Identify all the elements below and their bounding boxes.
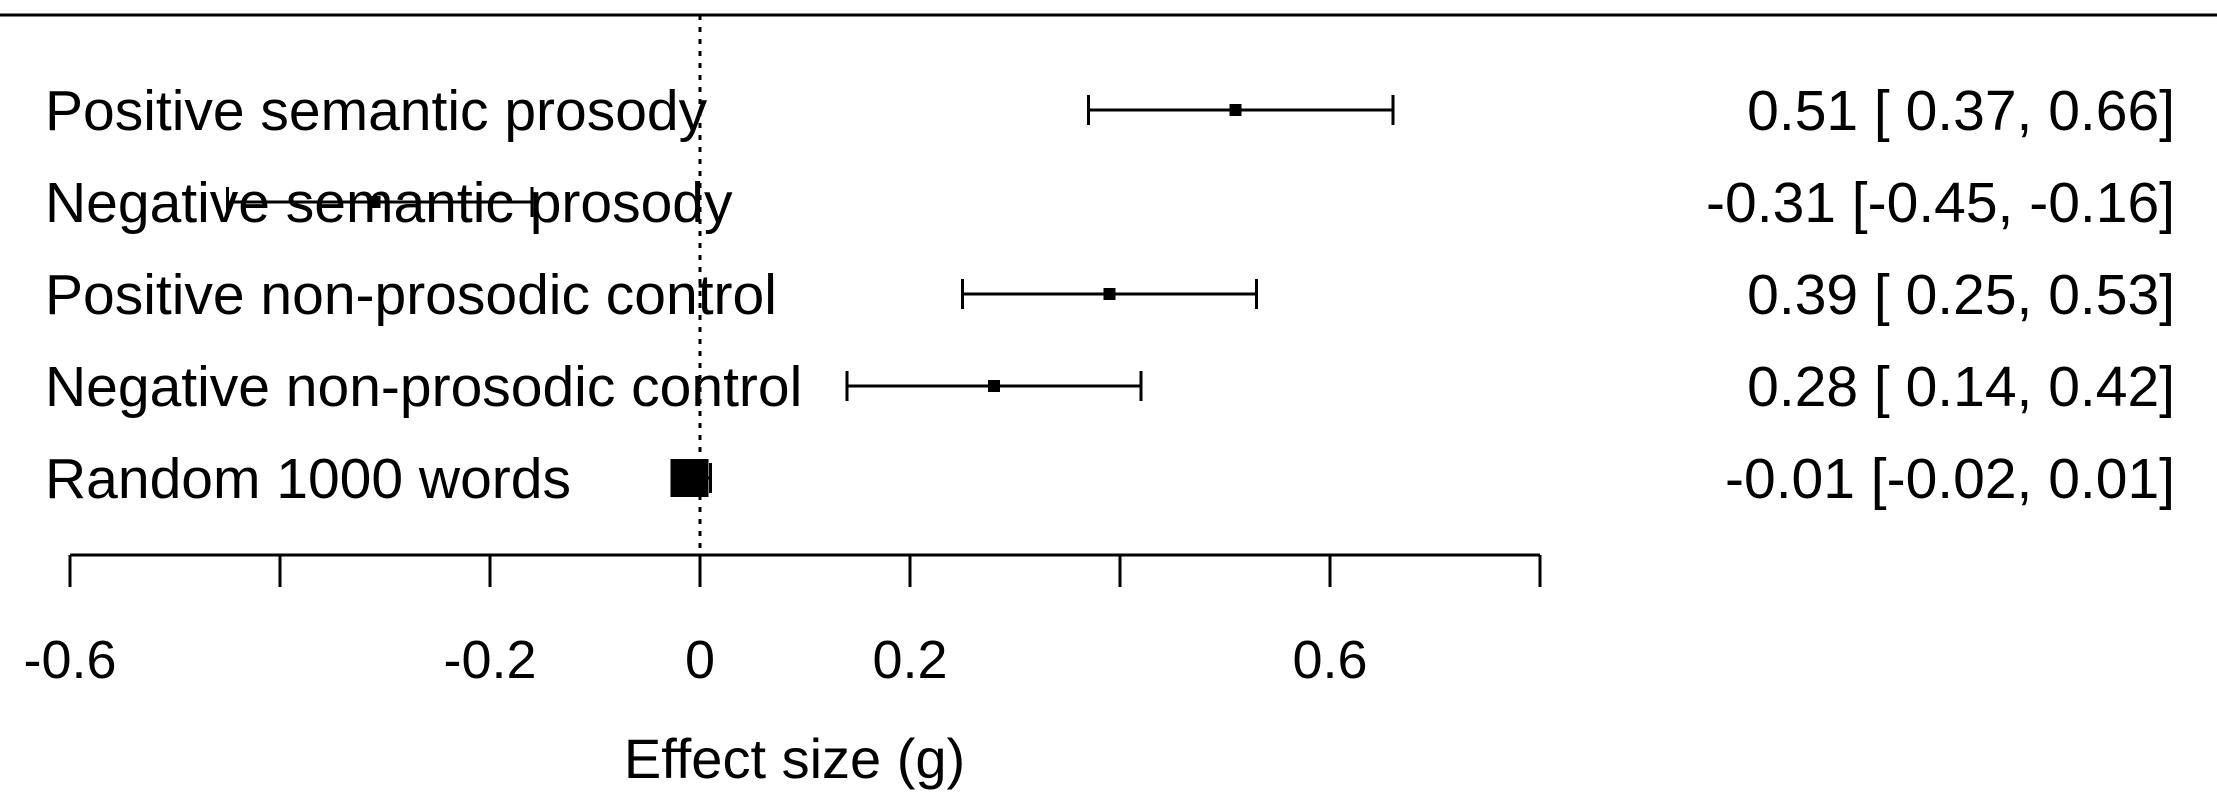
row-1: Negative semantic prosody -0.31 [-0.45, -… — [45, 171, 2175, 235]
estimate-marker — [1103, 288, 1116, 300]
row-label: Random 1000 words — [45, 447, 571, 511]
row-estimate-text: 0.39 [ 0.25, 0.53] — [1747, 263, 2175, 327]
row-label: Positive non-prosodic control — [45, 263, 777, 327]
x-axis: -0.6 -0.2 0 0.2 0.6 — [23, 553, 1542, 690]
row-estimate-text: 0.51 [ 0.37, 0.66] — [1747, 79, 2175, 143]
estimate-marker — [670, 459, 709, 497]
x-tick-label: 0.2 — [872, 630, 947, 690]
rows-layer: Positive semantic prosody 0.51 [ 0.37, 0.… — [45, 15, 2175, 585]
estimate-marker — [1229, 104, 1242, 116]
x-tick-label: 0.6 — [1292, 630, 1367, 690]
row-2: Positive non-prosodic control 0.39 [ 0.25… — [45, 263, 2175, 327]
row-label: Positive semantic prosody — [45, 79, 708, 143]
row-4: Random 1000 words -0.01 [-0.02, 0.01] — [45, 447, 2175, 511]
row-3: Negative non-prosodic control 0.28 [ 0.14… — [45, 355, 2175, 419]
row-estimate-text: -0.01 [-0.02, 0.01] — [1725, 447, 2175, 511]
estimate-marker — [988, 380, 1000, 392]
x-tick-label: 0 — [685, 630, 715, 690]
row-estimate-text: -0.31 [-0.45, -0.16] — [1706, 171, 2175, 235]
x-tick-label: -0.6 — [23, 630, 116, 690]
row-estimate-text: 0.28 [ 0.14, 0.42] — [1747, 355, 2175, 419]
estimate-marker — [368, 196, 381, 208]
x-tick-label: -0.2 — [443, 630, 536, 690]
row-0: Positive semantic prosody 0.51 [ 0.37, 0.… — [45, 79, 2175, 143]
row-label: Negative non-prosodic control — [45, 355, 802, 419]
x-axis-title: Effect size (g) — [624, 727, 965, 790]
